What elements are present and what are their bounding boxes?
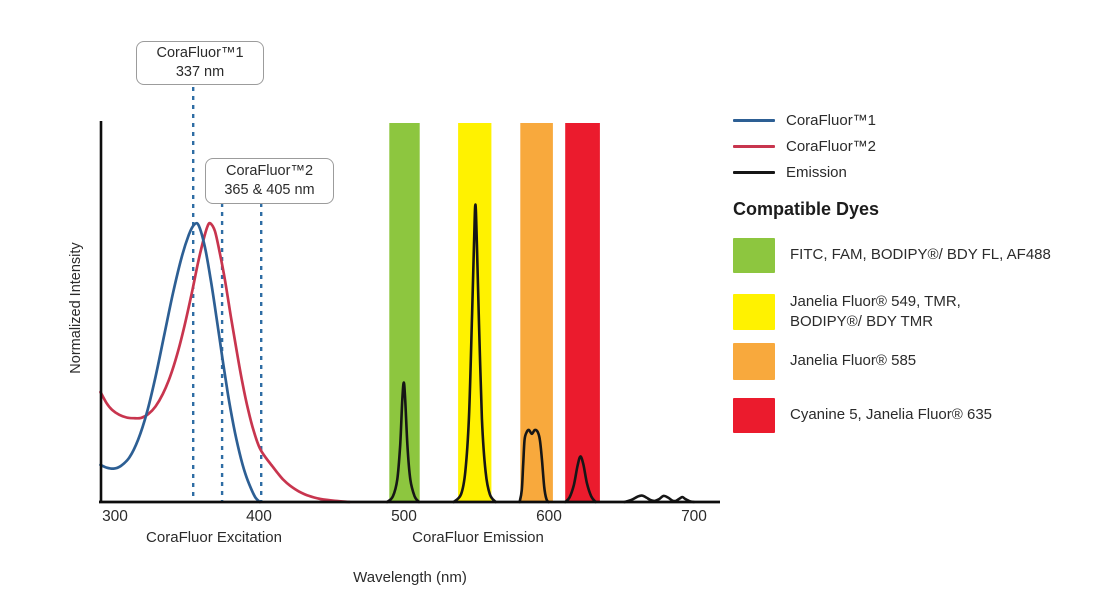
corafluor2-excitation-curve <box>99 221 351 504</box>
dye-row-yellow: Janelia Fluor® 549, TMR, BODIPY®/ BDY TM… <box>733 292 961 333</box>
y-axis-label: Normalized Intensity <box>68 242 84 374</box>
dye-row-red: Cyanine 5, Janelia Fluor® 635 <box>733 398 992 433</box>
x-tick-600: 600 <box>536 508 562 525</box>
filter-band-1 <box>458 123 492 502</box>
green-filter-swatch <box>733 238 775 273</box>
legend-item-emission: Emission <box>733 159 876 185</box>
filter-band-3 <box>565 123 600 502</box>
emission-curve-segment-3 <box>563 455 597 504</box>
compatible-dyes-title: Compatible Dyes <box>733 199 880 219</box>
dye-label-yellow: Janelia Fluor® 549, TMR, BODIPY®/ BDY TM… <box>790 293 961 331</box>
orange-filter-swatch <box>733 343 775 380</box>
corafluor2-line-swatch <box>733 144 775 148</box>
annotation-corafluor2-wavelength: 365 & 405 nm <box>224 182 315 198</box>
legend-item-corafluor2: CoraFluor™2 <box>733 133 876 159</box>
emission-curve-segment-1 <box>452 203 497 504</box>
legend-label-corafluor1: CoraFluor™1 <box>786 111 877 129</box>
dye-label-orange: Janelia Fluor® 585 <box>790 352 917 370</box>
dye-label-red: Cyanine 5, Janelia Fluor® 635 <box>790 406 993 424</box>
corafluor1-excitation-curve <box>99 221 262 504</box>
emission-curve-segment-2 <box>518 428 550 504</box>
filter-band-0 <box>389 123 420 502</box>
legend-label-corafluor2: CoraFluor™2 <box>786 137 877 155</box>
x-tick-300: 300 <box>102 508 128 525</box>
excitation-section-label: CoraFluor Excitation <box>146 529 282 546</box>
yellow-filter-swatch <box>733 294 775 331</box>
annotation-corafluor2: CoraFluor™2 365 & 405 nm <box>205 158 334 204</box>
annotation-corafluor1-name: CoraFluor™1 <box>156 44 244 61</box>
legend-item-corafluor1: CoraFluor™1 <box>733 107 876 133</box>
corafluor1-line-swatch <box>733 118 775 122</box>
emission-line-swatch <box>733 170 775 174</box>
emission-section-label: CoraFluor Emission <box>412 529 544 546</box>
annotation-corafluor1-wavelength: 337 nm <box>175 64 225 80</box>
x-tick-500: 500 <box>391 508 417 525</box>
emission-curve-segment-0 <box>385 381 421 504</box>
dye-row-green: FITC, FAM, BODIPY®/ BDY FL, AF488 <box>733 238 1051 273</box>
annotation-corafluor2-name: CoraFluor™2 <box>225 162 314 179</box>
x-axis-label: Wavelength (nm) <box>353 569 467 586</box>
red-filter-swatch <box>733 398 775 433</box>
x-tick-700: 700 <box>681 508 707 525</box>
legend-label-emission: Emission <box>786 163 847 181</box>
legend: CoraFluor™1 CoraFluor™2 Emission <box>733 107 876 185</box>
annotation-corafluor1: CoraFluor™1 337 nm <box>136 41 264 85</box>
emission-curve-segment-4 <box>623 494 696 504</box>
spectra-plot <box>99 87 720 504</box>
x-tick-400: 400 <box>246 508 272 525</box>
dye-label-green: FITC, FAM, BODIPY®/ BDY FL, AF488 <box>790 246 1051 264</box>
dye-row-orange: Janelia Fluor® 585 <box>733 343 916 380</box>
